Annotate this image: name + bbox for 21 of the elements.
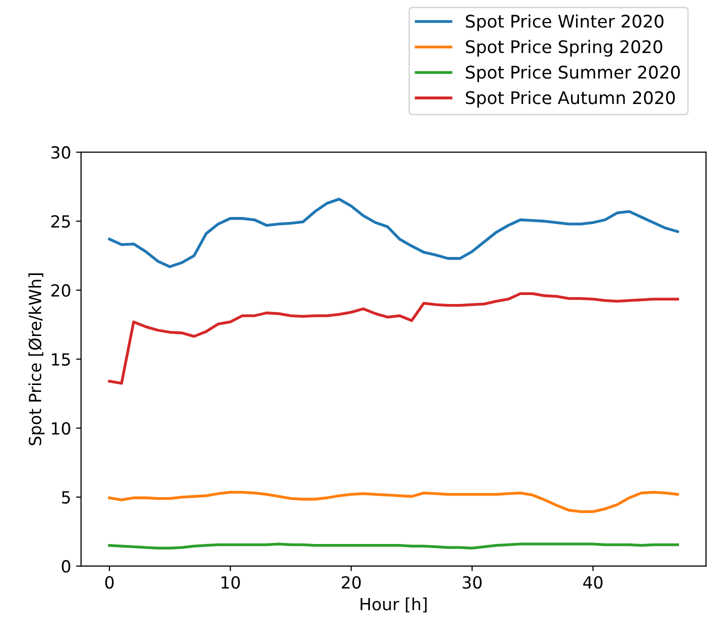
legend-label: Spot Price Summer 2020 xyxy=(466,65,680,82)
y-tick-label: 10 xyxy=(52,422,70,435)
legend-label: Spot Price Winter 2020 xyxy=(466,14,664,32)
x-tick-label: 20 xyxy=(342,576,361,589)
line-series xyxy=(108,490,680,513)
x-axis-title: Hour [h] xyxy=(360,598,427,612)
y-tick-label: 20 xyxy=(51,284,70,297)
x-tick-label: 30 xyxy=(462,576,482,589)
y-axis-title: Spot Price [Øre/kWh] xyxy=(28,273,45,446)
y-tick-label: 5 xyxy=(62,491,70,504)
y-tick-label: 30 xyxy=(51,146,70,159)
y-tick-label: 0 xyxy=(62,560,70,573)
x-tick-label: 40 xyxy=(583,576,602,589)
line-series xyxy=(108,292,680,385)
y-tick-label: 25 xyxy=(51,215,70,228)
legend-label: Spot Price Spring 2020 xyxy=(466,40,662,57)
legend-label: Spot Price Autumn 2020 xyxy=(466,90,675,108)
y-tick-label: 15 xyxy=(52,353,70,366)
x-tick-label: 10 xyxy=(222,576,240,589)
line-series xyxy=(108,198,680,268)
x-tick-label: 0 xyxy=(105,576,114,589)
